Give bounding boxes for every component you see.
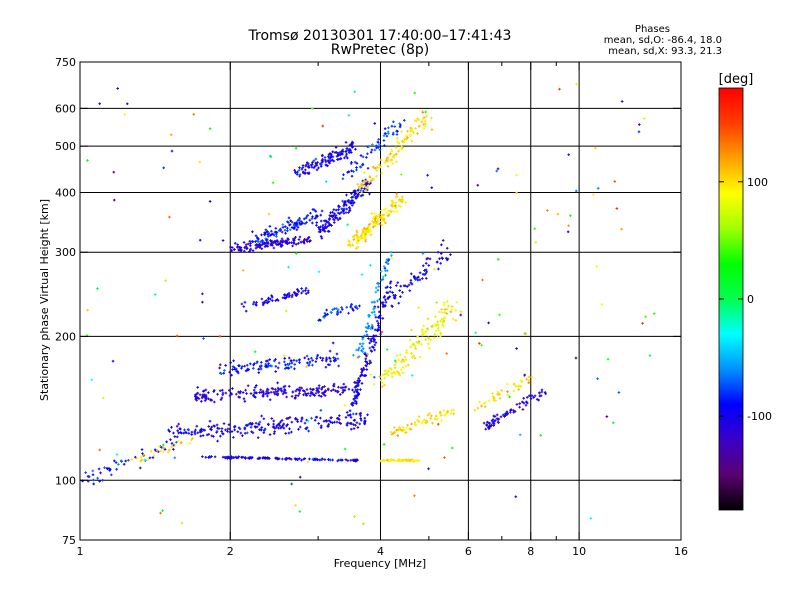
- y-tick-label: 500: [55, 140, 76, 153]
- colorbar-ticks: 100 0 -100: [719, 176, 772, 423]
- x-tick-label: 8: [527, 545, 534, 558]
- phase-stats-o: mean, sd,O: -86.4, 18.0: [604, 35, 722, 46]
- x-tick-label: 2: [227, 545, 234, 558]
- colorbar-tick-label: -100: [747, 410, 772, 423]
- y-tick-label: 400: [55, 186, 76, 199]
- colorbar-label: [deg]: [719, 72, 754, 87]
- y-tick-label: 750: [55, 56, 76, 69]
- colorbar-tick-label: 100: [747, 176, 768, 189]
- scatter-points: [80, 82, 656, 526]
- x-tick-label: 4: [377, 545, 384, 558]
- x-tick-label: 6: [465, 545, 472, 558]
- chart-title: Tromsø 20130301 17:40:00–17:41:43: [248, 28, 512, 44]
- colorbar: [deg] 100 0 -100: [718, 72, 772, 511]
- y-tick-label: 300: [55, 246, 76, 259]
- x-tick-label: 16: [674, 545, 688, 558]
- grid-lines: [80, 62, 681, 540]
- y-tick-label: 100: [55, 474, 76, 487]
- x-tick-labels: 1 2 4 6 8 10 16: [77, 545, 689, 558]
- y-tick-label: 200: [55, 330, 76, 343]
- colorbar-tick-label: 0: [747, 293, 754, 306]
- x-tick-label: 1: [77, 545, 84, 558]
- x-tick-label: 10: [572, 545, 586, 558]
- phase-stats-heading: Phases: [635, 24, 670, 35]
- axis-ticks: [79, 61, 682, 541]
- y-tick-label: 75: [62, 534, 76, 547]
- chart-subtitle: RwPretec (8p): [331, 42, 429, 58]
- y-axis-label: Stationary phase Virtual Height [km]: [38, 199, 51, 401]
- phase-stats-x: mean, sd,X: 93.3, 21.3: [608, 46, 722, 57]
- y-tick-labels: 75 100 200 300 400 500 600 750: [55, 56, 76, 547]
- y-tick-label: 600: [55, 102, 76, 115]
- x-axis-label: Frequency [MHz]: [334, 557, 426, 570]
